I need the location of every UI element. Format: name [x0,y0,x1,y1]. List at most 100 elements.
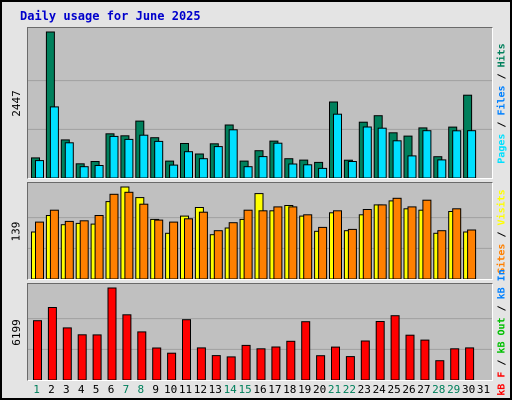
day-label: 4 [77,383,85,396]
day-label: 27 [417,383,431,396]
sites-bar [124,191,134,279]
files-bar [139,134,149,178]
kb-f-bar [360,340,370,380]
sites-bar [318,226,328,279]
files-bar [228,129,238,178]
kb-f-bar [241,344,251,380]
sites-max-label: 139 [6,182,26,280]
files-bar [362,126,372,178]
files-bar [422,130,432,178]
day-label: 23 [357,383,371,396]
day-label: 5 [92,383,100,396]
kb-f-bar [435,360,445,380]
kb-f-bar [122,314,132,380]
day-label: 22 [342,383,357,396]
files-bar [288,163,298,178]
visits-sites-plot [28,186,492,279]
files-bar [198,158,208,178]
day-label: 14 [223,383,237,396]
files-bar [407,155,417,178]
day-label: 19 [298,383,312,396]
kb-chart [27,283,493,381]
day-label: 9 [152,383,159,396]
kb-f-bar [316,355,326,380]
files-bar [79,166,89,178]
kb-f-bar [196,347,206,380]
kb-f-bar [345,356,355,380]
kb-f-bar [182,319,191,380]
files-bar [258,156,268,178]
sites-bar [79,220,89,279]
day-axis: 1 2 3 4 5 6 7 8 9 10 11 12 13 14 15 16 17 18 19 20 21 22 23 24 2… [27,383,491,397]
kb-f-bar [62,327,72,380]
legend-segment: Pages [496,133,508,164]
files-bar [347,161,357,178]
sites-bar [109,193,119,279]
sites-bar [94,215,104,279]
hits-max-label: 2447 [6,27,26,179]
day-label: 10 [163,383,178,396]
legend-segment: / [496,224,508,244]
day-label: 8 [137,383,145,396]
kb-f-bar [375,321,385,380]
files-bar [94,165,104,178]
day-label: 1 [33,383,40,396]
sites-bar [64,220,74,279]
sites-bar [169,221,179,279]
legend-segment: / [496,115,508,134]
kb-f-bar [390,315,400,380]
day-label: 3 [62,383,70,396]
sites-bar [407,206,417,279]
day-label: 31 [476,383,491,396]
files-bar [273,142,283,178]
sites-bar [392,197,402,279]
kb-f-bar [137,331,147,380]
hits-files-plot [28,31,492,178]
kb-f-bar [77,334,87,380]
day-label: 2 [48,383,55,396]
sites-bar [154,219,164,279]
sites-max-value: 139 [9,221,23,241]
kb-max-value: 6199 [9,318,23,346]
day-label: 21 [327,383,342,396]
sites-bar [452,208,462,279]
day-label: 12 [193,383,208,396]
kb-f-bar [405,334,415,380]
day-label: 18 [283,383,297,396]
day-label: 16 [253,383,267,396]
kb-f-bar [92,334,102,380]
sites-bar [288,206,298,279]
sites-bar [184,218,193,279]
kb-f-bar [256,348,266,380]
sites-bar [228,222,238,279]
files-bar [318,167,328,178]
files-bar [467,130,477,178]
files-bar [184,151,193,178]
kb-max-label: 6199 [6,283,26,381]
files-bar [169,164,179,178]
legend-segment: / [496,353,508,372]
legend-segment: / [496,66,508,85]
files-bar [154,140,164,178]
kb-legend-text: kB F / kB Out / kB In [497,269,508,395]
day-label: 20 [312,383,327,396]
sites-bar [362,209,372,279]
day-label: 15 [238,383,252,396]
sites-bar [198,211,208,279]
legend-segment: kB In [496,268,508,299]
sites-legend: Sites / Visits [493,182,510,280]
day-label: 17 [268,383,282,396]
kb-f-bar [47,307,57,380]
files-bar [243,166,253,178]
kb-f-bar [271,346,281,380]
hits-max-value: 2447 [9,89,23,117]
kb-f-bar [286,340,296,380]
legend-segment: / [496,298,508,317]
files-bar [35,160,44,178]
hits-files-chart [27,27,493,179]
files-bar [377,127,387,178]
sites-bar [422,199,432,279]
legend-segment: Files [496,84,508,116]
visits-sites-chart [27,182,493,280]
kb-f-bar [33,320,42,380]
